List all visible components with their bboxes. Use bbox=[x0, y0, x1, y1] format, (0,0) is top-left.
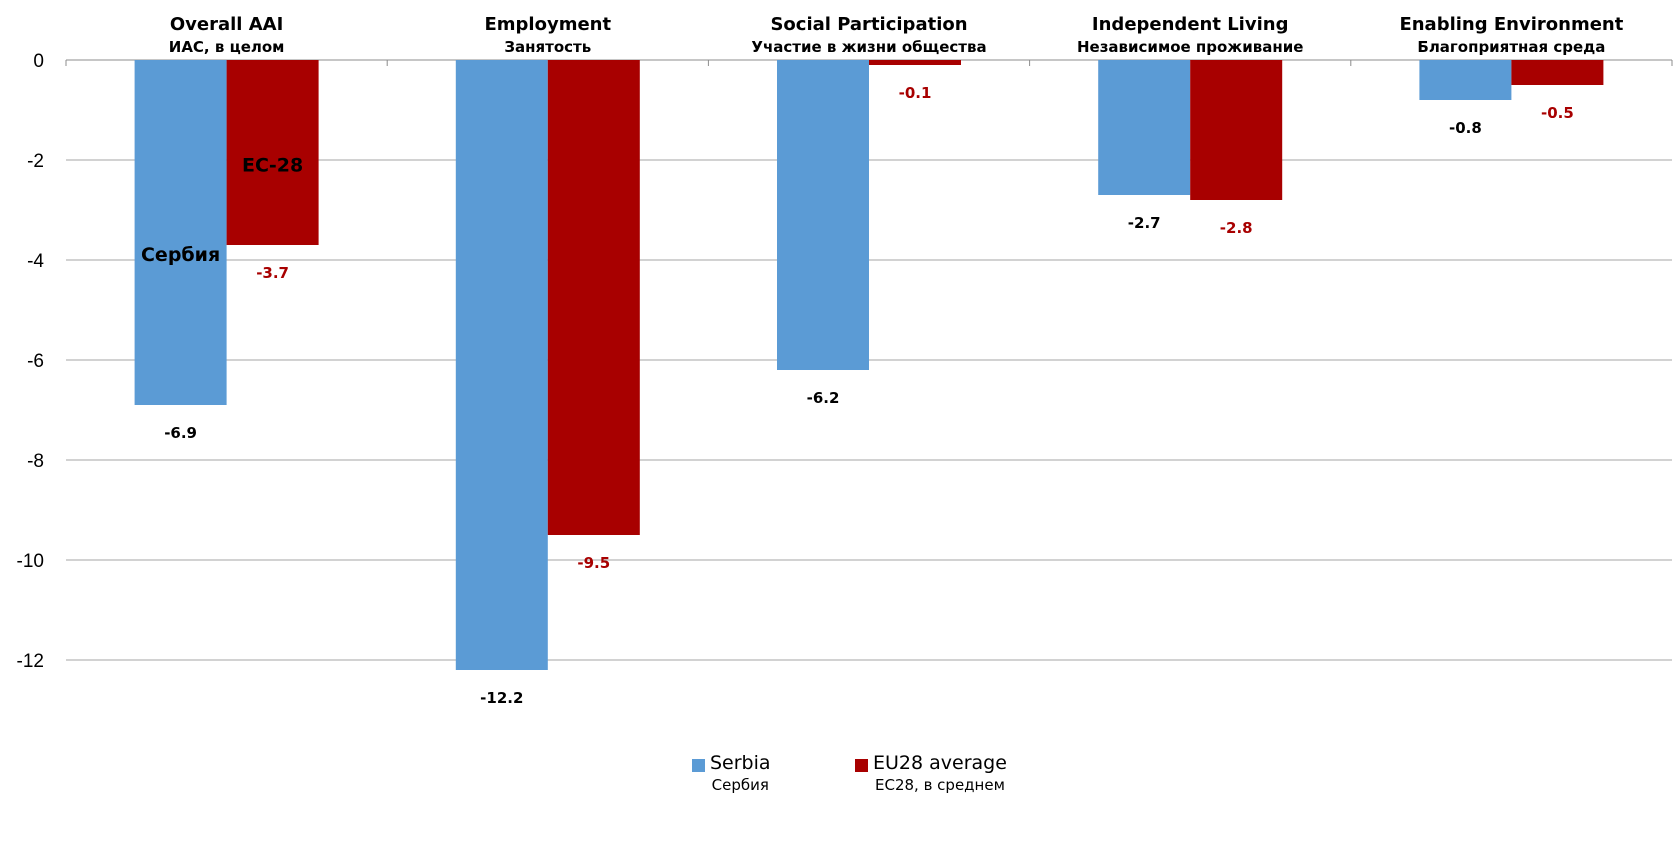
annotations: Сербия ЕС-28 bbox=[141, 155, 303, 267]
y-tick-label: -8 bbox=[27, 451, 44, 472]
category-labels: Overall AAI ИАС, в целом Employment Занятос… bbox=[169, 14, 1624, 56]
y-tick-label: 0 bbox=[33, 51, 44, 72]
data-labels: -6.9 -3.7 -12.2 -9.5 -6.2 -0.1 -2.7 -2.8 -0.8 -0.… bbox=[164, 84, 1574, 707]
data-label: -6.2 bbox=[807, 389, 840, 407]
category-label-ru: Участие в жизни общества bbox=[751, 38, 986, 56]
category-label: Social Participation bbox=[770, 14, 967, 35]
y-tick-label: -12 bbox=[17, 651, 44, 672]
legend-swatch-serbia bbox=[692, 759, 705, 772]
data-label: -2.8 bbox=[1220, 219, 1253, 237]
category-label: Overall AAI bbox=[170, 14, 283, 35]
bar-eu28 bbox=[547, 60, 640, 535]
data-label: -6.9 bbox=[164, 424, 197, 442]
category-label-ru: Независимое проживание bbox=[1077, 38, 1303, 56]
legend-item-eu28: EU28 average ЕС28, в среднем bbox=[855, 752, 1007, 796]
category-label-ru: Благоприятная среда bbox=[1417, 38, 1605, 56]
y-tick-label: -6 bbox=[27, 351, 44, 372]
bars bbox=[134, 60, 1604, 670]
category-label: Independent Living bbox=[1092, 14, 1289, 35]
legend-swatch-eu28 bbox=[855, 759, 868, 772]
y-tick-label: -2 bbox=[27, 151, 44, 172]
y-axis: 0 -2 -4 -6 -8 -10 -12 -14 bbox=[17, 51, 45, 752]
data-label: -0.8 bbox=[1449, 119, 1482, 137]
y-tick-label: -4 bbox=[27, 251, 44, 272]
bar-eu28 bbox=[1511, 60, 1604, 85]
annotation-label: ЕС-28 bbox=[242, 155, 303, 177]
bar-serbia bbox=[1419, 60, 1512, 100]
bar-serbia bbox=[1098, 60, 1191, 195]
y-tick-label: -10 bbox=[17, 551, 44, 572]
data-label: -2.7 bbox=[1128, 214, 1161, 232]
bar-serbia bbox=[455, 60, 548, 670]
legend-label-serbia: Serbia bbox=[710, 752, 771, 774]
category-label: Enabling Environment bbox=[1399, 14, 1623, 35]
bar-eu28 bbox=[869, 60, 961, 65]
bar-eu28 bbox=[226, 60, 319, 245]
data-label: -3.7 bbox=[256, 264, 289, 282]
category-label-ru: Занятость bbox=[504, 38, 591, 56]
data-label: -12.2 bbox=[480, 689, 523, 707]
bar-chart: 0 -2 -4 -6 -8 -10 -12 -14 Overall AAI ИАС, в цел… bbox=[17, 14, 1673, 752]
bar-eu28 bbox=[1190, 60, 1283, 200]
legend-item-serbia: Serbia Сербия bbox=[692, 752, 771, 796]
legend-label-eu28: EU28 average bbox=[873, 752, 1007, 774]
category-label: Employment bbox=[485, 14, 612, 35]
legend: Serbia Сербия EU28 average ЕС28, в средн… bbox=[0, 752, 1675, 848]
category-label-ru: ИАС, в целом bbox=[169, 38, 285, 56]
data-label: -0.1 bbox=[899, 84, 932, 102]
data-label: -9.5 bbox=[577, 554, 610, 572]
legend-label-serbia-ru: Сербия bbox=[711, 776, 769, 794]
data-label: -0.5 bbox=[1541, 104, 1574, 122]
bar-serbia bbox=[134, 60, 227, 405]
y-tick-label: -14 bbox=[17, 751, 45, 752]
annotation-label: Сербия bbox=[141, 244, 220, 266]
bar-serbia bbox=[777, 60, 869, 370]
legend-label-eu28-ru: ЕС28, в среднем bbox=[875, 776, 1005, 794]
